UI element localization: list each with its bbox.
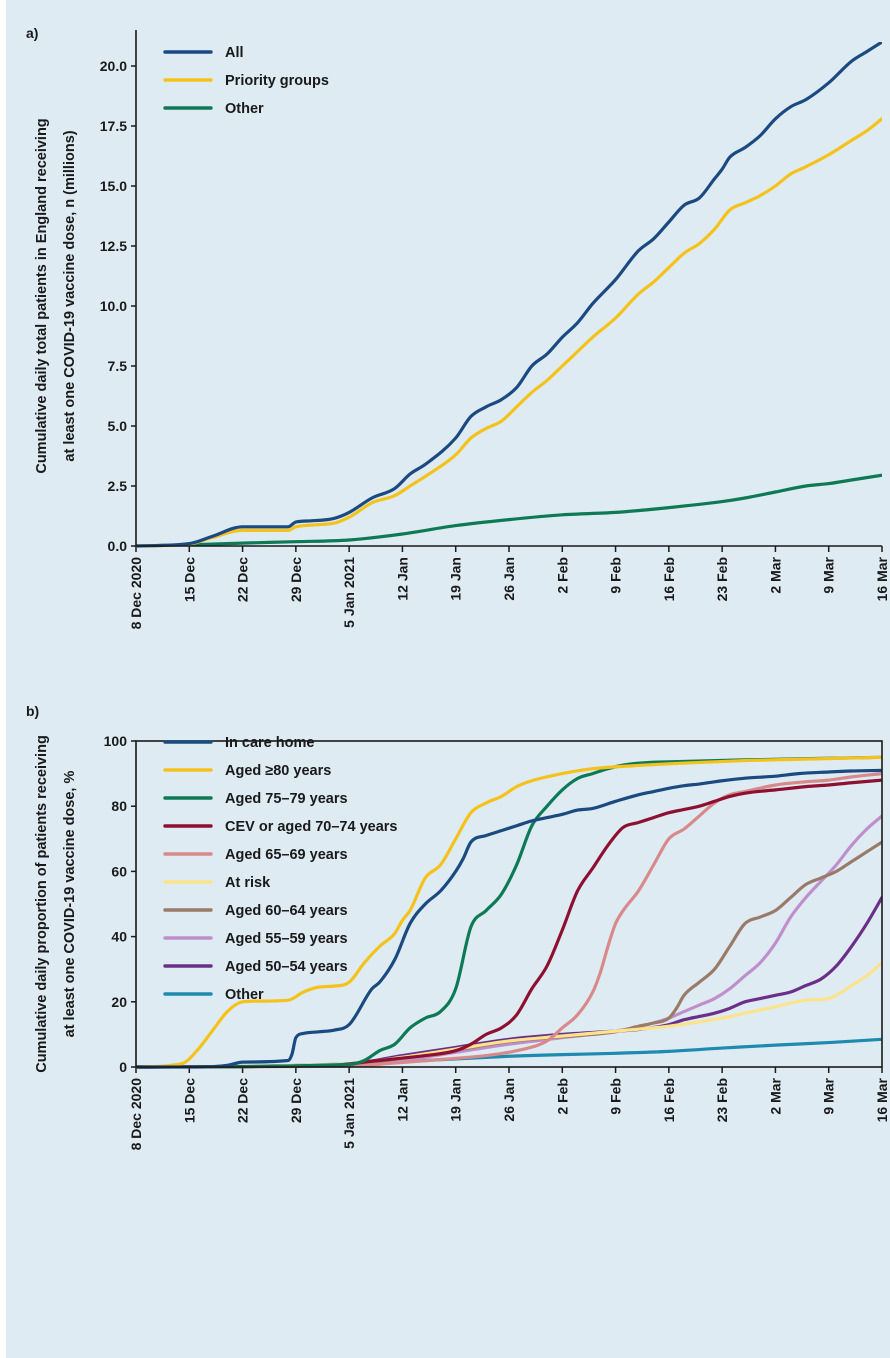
x-tick-label: 22 Dec <box>235 557 251 602</box>
series-line-cev-or-aged-70-74-years <box>136 778 882 1069</box>
x-tick-label: 15 Dec <box>181 1078 197 1123</box>
legend-label-all: All <box>225 45 244 61</box>
x-tick-label: 9 Mar <box>821 1077 837 1114</box>
chart-a-group: a) Cumulative daily total patients in Eng… <box>26 25 890 629</box>
y-tick-label: 12.5 <box>100 238 127 254</box>
y-tick-label: 2.5 <box>108 478 128 494</box>
x-tick-label: 29 Dec <box>288 557 304 602</box>
x-tick-label: 12 Jan <box>394 557 410 601</box>
x-tick-label: 5 Jan 2021 <box>341 1078 357 1149</box>
legend-label-priority-groups: Priority groups <box>225 73 329 89</box>
series-line-other <box>136 473 882 548</box>
series-lines <box>136 755 882 1069</box>
x-tick-label: 16 Mar <box>874 556 890 601</box>
legend-label-other: Other <box>225 987 264 1003</box>
x-tick-label: 9 Feb <box>608 557 624 594</box>
legend-label-aged-65-69-years: Aged 65–69 years <box>225 847 348 863</box>
x-tick-label: 5 Jan 2021 <box>341 557 357 628</box>
y-tick-label: 10.0 <box>100 298 127 314</box>
y-tick-label: 7.5 <box>108 358 128 374</box>
y-tick-label: 60 <box>111 863 127 879</box>
legend-label-in-care-home: In care home <box>225 735 314 751</box>
y-tick-label: 100 <box>104 733 128 749</box>
x-tick-label: 8 Dec 2020 <box>128 1078 144 1151</box>
x-tick-label: 22 Dec <box>235 1078 251 1123</box>
legend-label-aged-80-years: Aged ≥80 years <box>225 763 331 779</box>
series-lines <box>136 42 882 548</box>
x-tick-label: 26 Jan <box>501 557 517 601</box>
legend-label-aged-75-79-years: Aged 75–79 years <box>225 791 348 807</box>
x-tick-label: 26 Jan <box>501 1078 517 1122</box>
y-tick-label: 0.0 <box>108 538 128 554</box>
x-tick-label: 9 Feb <box>608 1078 624 1115</box>
series-line-aged-50-54-years <box>136 895 882 1069</box>
x-tick-label: 12 Jan <box>394 1078 410 1122</box>
x-tick-label: 9 Mar <box>821 556 837 593</box>
x-tick-label: 19 Jan <box>448 557 464 601</box>
x-tick-label: 16 Feb <box>661 557 677 601</box>
x-tick-label: 16 Feb <box>661 1078 677 1122</box>
x-tick-label: 2 Feb <box>554 1078 570 1115</box>
legend-label-aged-60-64-years: Aged 60–64 years <box>225 903 348 919</box>
y-tick-label: 80 <box>111 798 127 814</box>
y-tick-label: 20 <box>111 994 127 1010</box>
panel-label: a) <box>26 25 38 41</box>
x-tick-label: 23 Feb <box>714 1078 730 1122</box>
y-tick-label: 17.5 <box>100 118 127 134</box>
plot-frame <box>135 740 883 1068</box>
series-line-aged-80-years <box>136 755 882 1069</box>
series-line-in-care-home <box>136 768 882 1069</box>
x-tick-label: 16 Mar <box>874 1077 890 1122</box>
legend-label-cev-or-aged-70-74-years: CEV or aged 70–74 years <box>225 819 398 835</box>
legend-label-aged-55-59-years: Aged 55–59 years <box>225 931 348 947</box>
legend-label-at-risk: At risk <box>225 875 271 891</box>
y-tick-label: 20.0 <box>100 58 127 74</box>
figure-panel <box>6 0 890 1358</box>
x-tick-label: 2 Feb <box>554 557 570 594</box>
series-line-aged-75-79-years <box>136 755 882 1069</box>
y-axis-title-line: Cumulative daily total patients in Engla… <box>34 118 50 473</box>
series-line-priority-groups <box>136 117 882 548</box>
x-tick-label: 23 Feb <box>714 557 730 601</box>
x-tick-label: 15 Dec <box>181 557 197 602</box>
x-tick-label: 2 Mar <box>767 556 783 593</box>
y-tick-label: 40 <box>111 929 127 945</box>
y-tick-label: 15.0 <box>100 178 127 194</box>
y-axis-title-line: at least one COVID-19 vaccine dose, % <box>62 771 78 1038</box>
legend-label-other: Other <box>225 101 264 117</box>
series-line-all <box>136 42 882 548</box>
y-tick-label: 5.0 <box>108 418 128 434</box>
series-line-aged-65-69-years <box>136 772 882 1069</box>
panel-label: b) <box>26 703 39 719</box>
y-axis-title-line: Cumulative daily proportion of patients … <box>34 735 50 1073</box>
y-tick-label: 0 <box>119 1059 127 1075</box>
x-tick-label: 2 Mar <box>767 1077 783 1114</box>
x-tick-label: 19 Jan <box>448 1078 464 1122</box>
legend-label-aged-50-54-years: Aged 50–54 years <box>225 959 348 975</box>
x-tick-label: 8 Dec 2020 <box>128 557 144 630</box>
chart-b-group: b) Cumulative daily proportion of patient… <box>26 703 890 1150</box>
y-axis-title-line: at least one COVID-19 vaccine dose, n (m… <box>62 130 78 461</box>
x-tick-label: 29 Dec <box>288 1078 304 1123</box>
